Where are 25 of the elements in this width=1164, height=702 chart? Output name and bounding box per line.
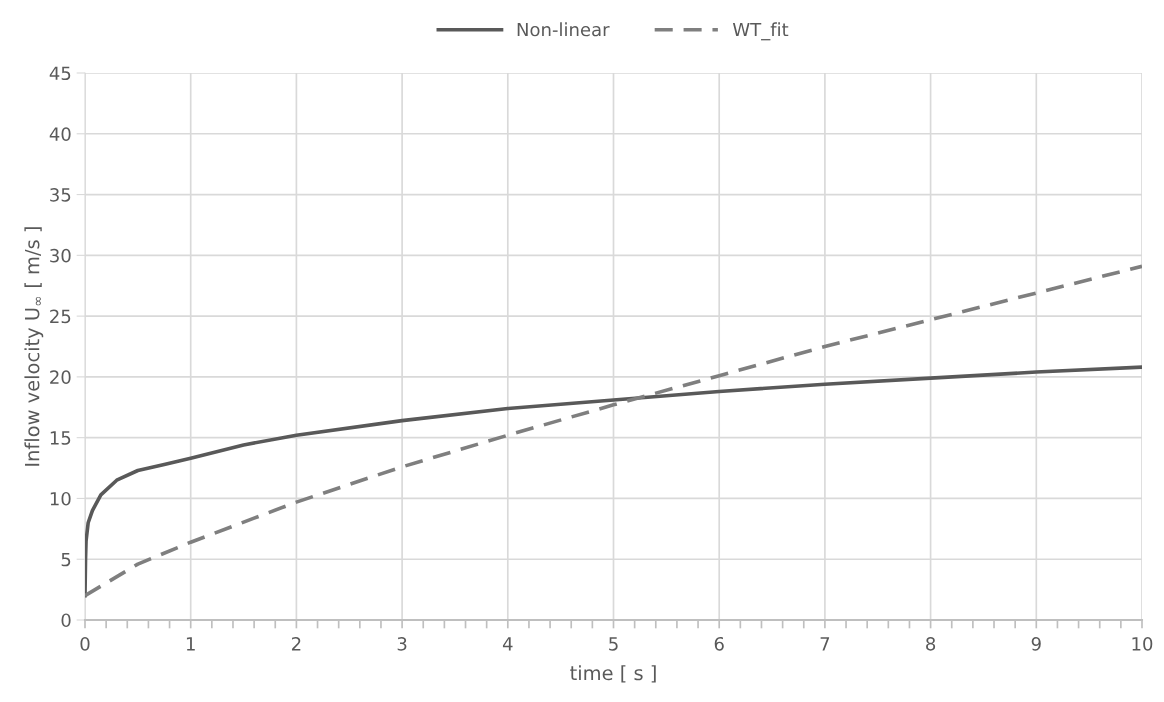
x-tick-label: 4	[502, 637, 513, 651]
y-tick-label: 40	[49, 127, 71, 141]
x-tick-label: 5	[609, 637, 618, 651]
x-axis-title: time [ s ]	[570, 665, 656, 683]
legend-label: Non-linear	[517, 22, 610, 37]
x-tick-label: 10	[1132, 636, 1153, 651]
x-tick-label: 9	[1031, 636, 1041, 651]
y-tick-label: 10	[50, 491, 71, 506]
y-tick-label: 5	[61, 552, 71, 567]
x-tick-label: 8	[926, 636, 936, 651]
y-tick-label: 45	[49, 66, 71, 81]
x-tick-label: 6	[714, 636, 724, 651]
y-tick-label: 0	[61, 613, 71, 628]
y-tick-label: 35	[50, 188, 71, 202]
y-tick-label: 30	[50, 248, 71, 263]
x-tick-label: 7	[820, 637, 830, 651]
y-tick-label: 20	[50, 370, 71, 385]
y-axis-title: Inflow velocity U$_{∞}$ [ m/s ]	[24, 227, 44, 466]
x-tick-label: 2	[291, 636, 301, 651]
y-tick-label: 25	[50, 309, 71, 324]
y-tick-label: 15	[50, 431, 71, 445]
x-tick-label: 1	[186, 637, 195, 651]
x-tick-label: 3	[397, 636, 407, 651]
legend-label: WT_fit	[732, 22, 789, 41]
x-tick-label: 0	[80, 636, 90, 651]
